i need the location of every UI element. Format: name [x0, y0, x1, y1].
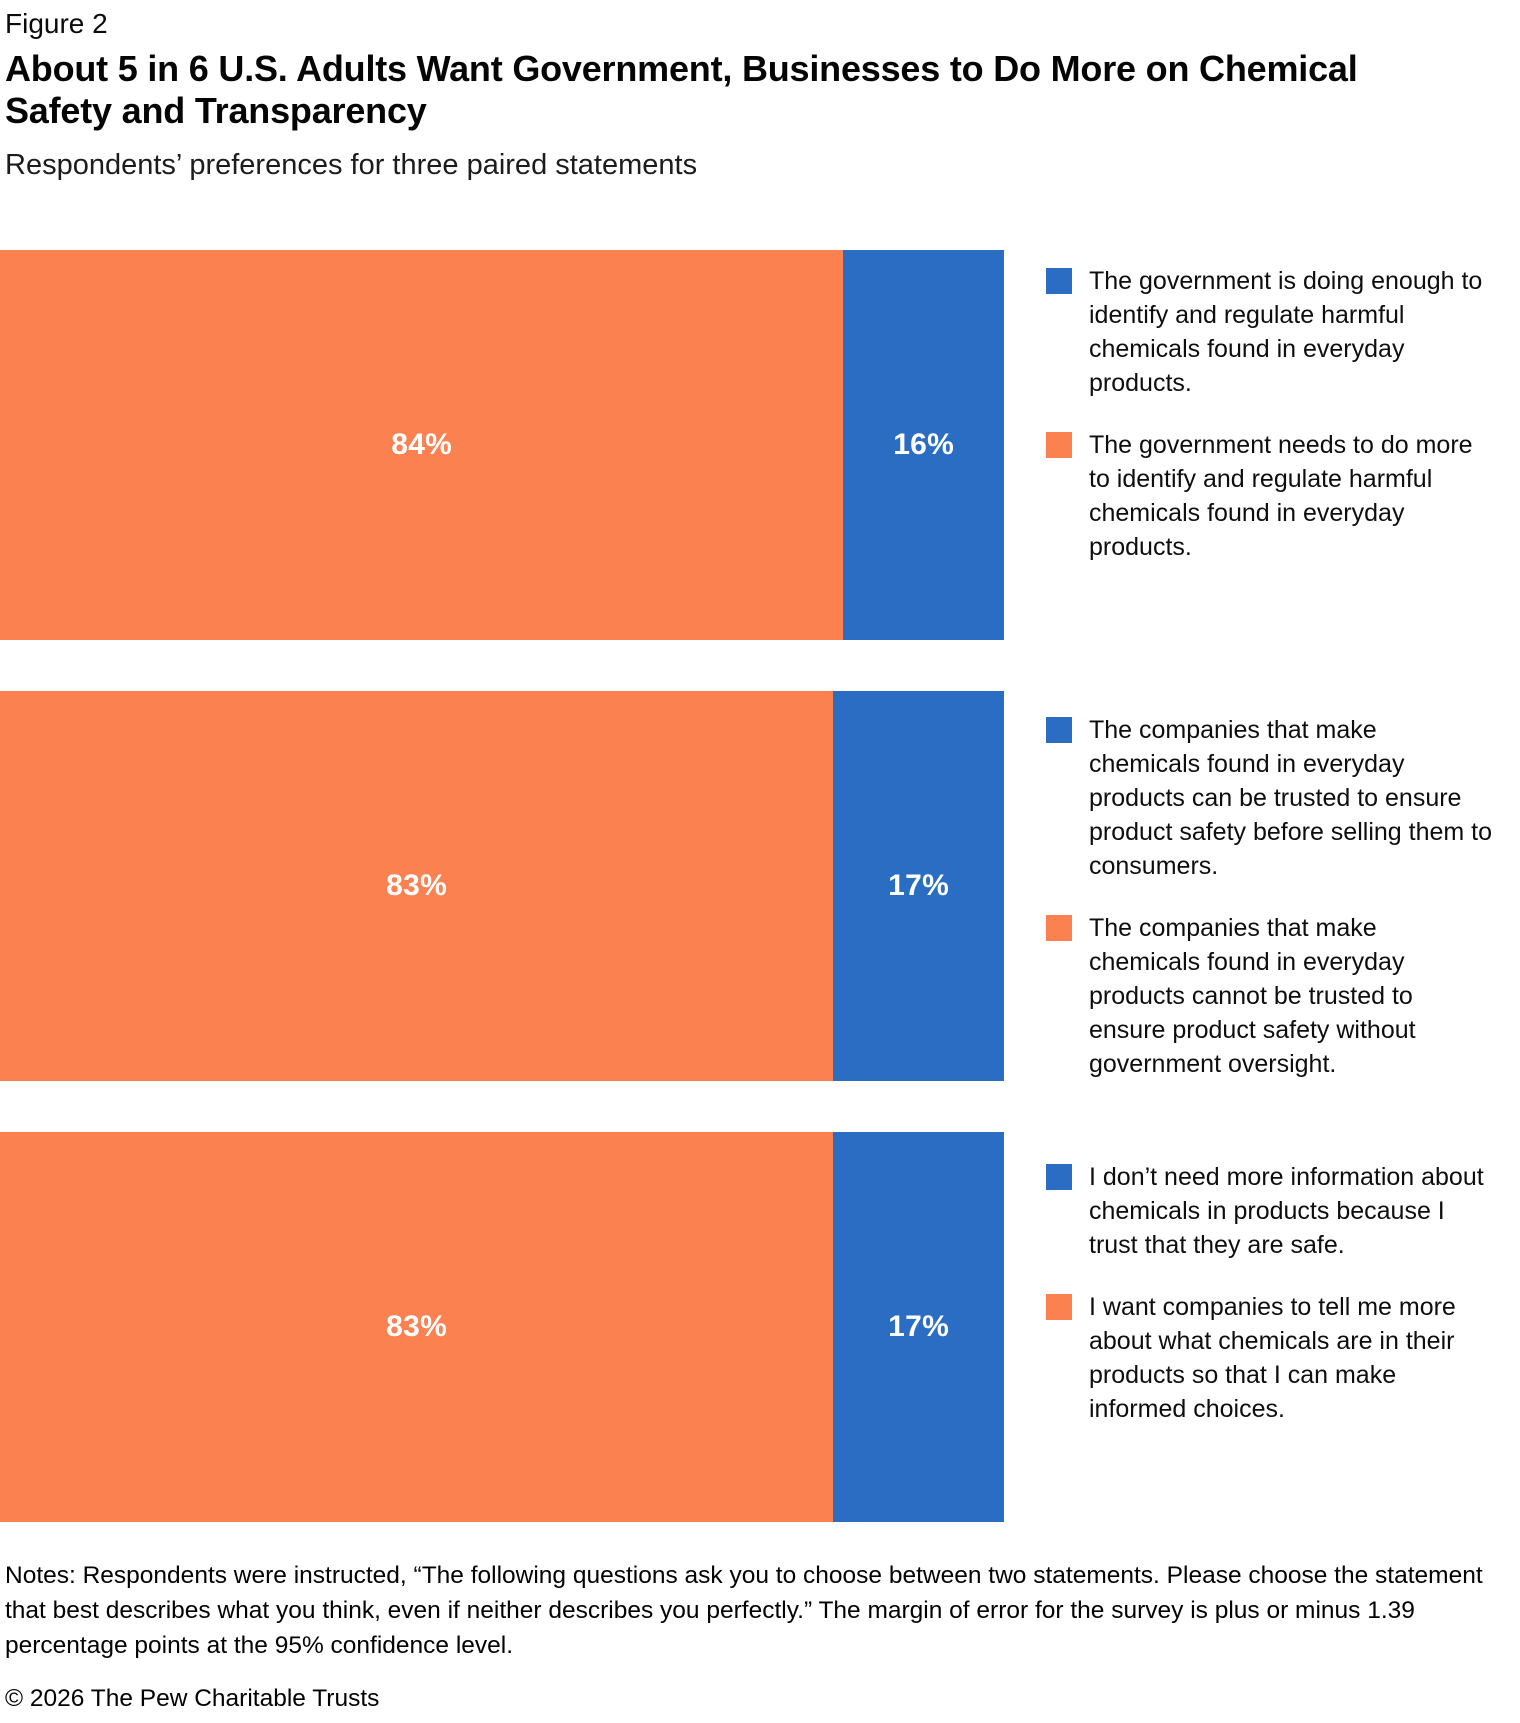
legend-item-orange: The government needs to do more to ident…	[1046, 428, 1494, 564]
legend-item-blue: The companies that make chemicals found …	[1046, 713, 1494, 883]
legend-swatch-blue-icon	[1046, 716, 1072, 743]
legend-item-blue: The government is doing enough to identi…	[1046, 264, 1494, 400]
legend-item-orange: I want companies to tell me more about w…	[1046, 1290, 1494, 1426]
bar-value-label-orange: 84%	[391, 427, 453, 461]
legend-group: The companies that make chemicals found …	[1046, 691, 1494, 1081]
legend-item-blue: I don’t need more information about chem…	[1046, 1160, 1494, 1262]
legend-label: The government needs to do more to ident…	[1089, 430, 1473, 561]
legend-swatch-blue-icon	[1046, 267, 1072, 294]
figure-subtitle: Respondents’ preferences for three paire…	[5, 148, 698, 181]
legend-swatch-orange-icon	[1046, 1293, 1072, 1320]
legend-item-orange: The companies that make chemicals found …	[1046, 911, 1494, 1081]
legend-label: The government is doing enough to identi…	[1089, 266, 1483, 397]
figure-footer: Notes: Respondents were instructed, “The…	[0, 1558, 1520, 1723]
stacked-bar-chart: 84% 16% The government is doing enough t…	[0, 249, 1520, 1522]
copyright-text: © 2026 The Pew Charitable Trusts	[5, 1684, 380, 1712]
figure-header: Figure 2 About 5 in 6 U.S. Adults Want G…	[0, 0, 1520, 182]
bar-row-government: 84% 16% The government is doing enough t…	[0, 249, 1520, 640]
bar-segment-blue: 16%	[843, 249, 1004, 640]
legend-swatch-blue-icon	[1046, 1163, 1072, 1190]
stacked-bar: 83% 17%	[0, 690, 1004, 1081]
legend-group: The government is doing enough to identi…	[1046, 250, 1494, 640]
legend-swatch-orange-icon	[1046, 914, 1072, 941]
legend-swatch-orange-icon	[1046, 431, 1072, 458]
stacked-bar: 84% 16%	[0, 249, 1004, 640]
bar-row-companies: 83% 17% The companies that make chemical…	[0, 690, 1520, 1081]
legend-label: The companies that make chemicals found …	[1089, 913, 1416, 1078]
bar-value-label-blue: 17%	[888, 1309, 950, 1343]
notes-text: Notes: Respondents were instructed, “The…	[5, 1561, 1483, 1659]
bar-segment-orange: 83%	[0, 690, 834, 1081]
bar-value-label-blue: 17%	[888, 868, 950, 902]
legend-label: I want companies to tell me more about w…	[1089, 1292, 1456, 1423]
bar-value-label-blue: 16%	[893, 427, 955, 461]
stacked-bar: 83% 17%	[0, 1131, 1004, 1522]
bar-segment-orange: 84%	[0, 249, 844, 640]
figure-number-label: Figure 2	[5, 8, 108, 39]
figure-title: About 5 in 6 U.S. Adults Want Government…	[5, 48, 1358, 132]
bar-row-information: 83% 17% I don’t need more information ab…	[0, 1131, 1520, 1522]
bar-segment-blue: 17%	[833, 690, 1004, 1081]
legend-label: The companies that make chemicals found …	[1089, 715, 1493, 880]
bar-segment-blue: 17%	[833, 1131, 1004, 1522]
bar-segment-orange: 83%	[0, 1131, 834, 1522]
legend-label: I don’t need more information about chem…	[1089, 1162, 1484, 1259]
bar-value-label-orange: 83%	[386, 1309, 448, 1343]
legend-group: I don’t need more information about chem…	[1046, 1132, 1494, 1522]
bar-value-label-orange: 83%	[386, 868, 448, 902]
